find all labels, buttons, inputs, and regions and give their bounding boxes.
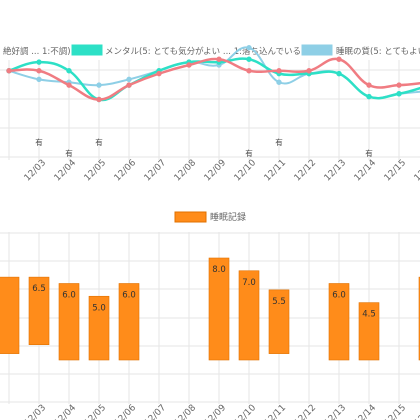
bar-x-label-12/04: 12/04 <box>53 403 79 420</box>
bar-x-label-12/05: 12/05 <box>83 403 108 420</box>
point-sleep_quality-12/10 <box>246 45 252 51</box>
point-condition-12/15 <box>396 82 402 88</box>
event-marker-12/10: 有 <box>245 148 253 158</box>
point-sleep_quality-12/03 <box>36 76 42 83</box>
bar-x-label-12/10: 12/10 <box>233 403 259 420</box>
point-mental-12/13 <box>336 70 342 77</box>
point-condition-12/04 <box>66 82 72 88</box>
line-x-label-12/12: 12/12 <box>293 158 318 183</box>
point-mental-12/14 <box>366 93 372 100</box>
bar-x-label-12/03: 12/03 <box>23 403 48 420</box>
legend-swatch-mental <box>71 44 103 56</box>
bar-12/06 <box>118 283 140 361</box>
point-condition-12/10 <box>246 68 252 74</box>
line-x-label-12/14: 12/14 <box>353 158 379 184</box>
point-sleep_quality-12/05 <box>96 82 102 88</box>
bar-x-label-12/08: 12/08 <box>173 403 199 420</box>
bar-12/05 <box>88 295 110 361</box>
point-condition-12/09 <box>216 56 222 62</box>
bar-x-label-12/11: 12/11 <box>263 403 288 420</box>
line-x-label-12/03: 12/03 <box>23 158 48 183</box>
point-condition-12/07 <box>156 70 162 77</box>
point-condition-12/13 <box>336 56 342 62</box>
point-condition-12/05 <box>96 96 102 103</box>
point-condition-12/14 <box>366 82 372 88</box>
line-x-label-12/13: 12/13 <box>323 158 348 183</box>
point-condition-12/08 <box>186 62 192 68</box>
line-x-label-12/07: 12/07 <box>143 158 168 183</box>
line-chart-legend: 絶好調 ... 1:不調) メンタル(5: とても気分がよい ... 1:落ち込ん… <box>3 44 420 57</box>
point-sleep_quality-12/06 <box>126 76 132 83</box>
bar-label-12/10: 7.0 <box>242 278 256 288</box>
bar-label-12/09: 8.0 <box>212 265 226 275</box>
bar-12/14 <box>358 302 380 361</box>
bar-label-12/13: 6.0 <box>332 291 346 301</box>
point-condition-12/12 <box>306 68 312 74</box>
point-condition-12/11 <box>276 68 282 74</box>
bar-label-12/03: 6.5 <box>32 284 46 294</box>
point-condition-12/06 <box>126 82 132 88</box>
event-marker-12/04: 有 <box>65 148 73 158</box>
point-sleep_quality-12/11 <box>276 79 282 85</box>
legend-label-condition: 絶好調 ... 1:不調) <box>3 46 71 57</box>
event-marker-12/14: 有 <box>365 148 373 158</box>
line-x-label-12/15: 12/15 <box>383 158 408 183</box>
bar-12/02 <box>0 276 20 354</box>
bar-x-label-12/15: 12/15 <box>383 403 408 420</box>
event-marker-12/03: 有 <box>35 137 43 147</box>
event-marker-12/05: 有 <box>95 137 103 147</box>
bar-x-label-12/14: 12/14 <box>353 403 379 420</box>
point-mental-12/03 <box>36 59 42 65</box>
line-x-label-12/04: 12/04 <box>53 158 79 184</box>
event-marker-12/11: 有 <box>275 137 283 147</box>
bar-chart-legend: 睡眠記録 <box>174 211 246 223</box>
point-mental-12/10 <box>246 56 252 62</box>
bar-12/04 <box>58 283 80 361</box>
line-x-label-12/06: 12/06 <box>113 158 139 184</box>
bar-12/09 <box>208 257 230 361</box>
line-chart-series <box>6 45 420 103</box>
line-chart-x-axis: 12/03 12/04 12/05 12/06 12/07 12/08 12/09 12/10… <box>23 158 420 184</box>
legend-label-sleep_quality: 睡眠の質(5: とてもよい <box>336 46 420 57</box>
line-x-label-12/09: 12/09 <box>203 158 229 184</box>
legend-label-mental: メンタル(5: とても気分がよい ... 1:落ち込んでいる) <box>105 46 304 57</box>
line-x-label-12/08: 12/08 <box>173 158 199 184</box>
line-x-label-12/11: 12/11 <box>263 158 288 183</box>
point-condition-12/03 <box>36 68 42 74</box>
point-mental-12/04 <box>66 68 72 74</box>
bar-12/03 <box>28 276 50 345</box>
point-mental-12/15 <box>396 91 402 97</box>
bar-x-label-12/16: 12/16 <box>413 403 420 420</box>
bar-label-12/11: 5.5 <box>272 297 286 307</box>
bar-label-12/14: 4.5 <box>362 310 376 320</box>
bar-label-12/04: 6.0 <box>62 291 76 301</box>
bar-x-label-12/07: 12/07 <box>143 403 168 420</box>
bar-label-12/06: 6.0 <box>122 291 136 301</box>
bar-x-label-12/12: 12/12 <box>293 403 318 420</box>
bar-12/10 <box>238 270 260 361</box>
bar-label-12/05: 5.0 <box>92 303 106 313</box>
bar-12/11 <box>268 289 290 354</box>
line-x-label-12/10: 12/10 <box>233 158 259 184</box>
bar-12/13 <box>328 283 350 361</box>
line-x-label-12/16: 12/16 <box>413 158 420 184</box>
point-condition-12/02 <box>6 68 12 74</box>
bar-x-label-12/13: 12/13 <box>323 403 348 420</box>
bar-x-label-12/09: 12/09 <box>203 403 229 420</box>
legend-swatch-sleep_bar <box>174 211 207 223</box>
bar-chart-x-axis: 12/03 12/04 12/05 12/06 12/07 12/08 12/09 12/10… <box>23 403 420 420</box>
bar-x-label-12/06: 12/06 <box>113 403 139 420</box>
line-chart-grid <box>0 60 420 160</box>
line-x-label-12/05: 12/05 <box>83 158 108 183</box>
legend-label-sleep_bar: 睡眠記録 <box>210 211 246 223</box>
bar-chart-bars: 6.56.05.06.08.07.05.56.04.56.56.5 <box>0 257 420 361</box>
legend-swatch-sleep_quality <box>301 44 333 56</box>
